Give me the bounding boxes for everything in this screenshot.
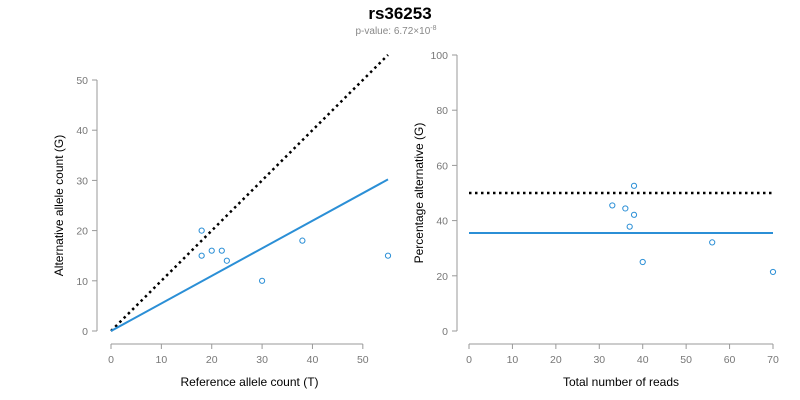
x-tick-label: 50 [357, 354, 369, 366]
y-tick-label: 30 [76, 175, 88, 187]
data-point [622, 205, 629, 212]
y-tick-label: 40 [76, 125, 88, 137]
y-axis-label: Alternative allele count (G) [52, 135, 66, 276]
fit-line [110, 178, 389, 332]
data-point [609, 202, 616, 209]
x-axis-label: Reference allele count (T) [180, 375, 318, 389]
reference-line [110, 54, 389, 332]
y-tick-label: 20 [76, 226, 88, 238]
y-tick-label: 40 [436, 216, 448, 228]
data-point [198, 252, 205, 259]
data-point [258, 277, 266, 284]
subtitle-exponent: -8 [430, 25, 436, 32]
x-tick-label: 40 [637, 354, 649, 366]
y-tick-label: 50 [76, 75, 88, 87]
y-axis-label: Percentage alternative (G) [412, 123, 426, 264]
data-point [709, 239, 716, 246]
x-tick-label: 20 [550, 354, 562, 366]
y-tick-label: 20 [436, 271, 448, 283]
x-tick-label: 0 [108, 354, 114, 366]
x-tick-label: 10 [507, 354, 519, 366]
data-point [630, 211, 638, 218]
x-tick-label: 30 [593, 354, 605, 366]
data-point [626, 223, 633, 230]
data-point [769, 268, 777, 276]
subtitle-prefix: p-value: 6.72×10 [355, 26, 430, 37]
y-tick-label: 100 [430, 50, 448, 62]
chart-title: rs36253 [368, 4, 431, 23]
y-tick-label: 60 [436, 160, 448, 172]
y-tick-label: 80 [436, 105, 448, 117]
x-tick-label: 70 [767, 354, 779, 366]
y-tick-label: 10 [76, 276, 88, 288]
y-tick-label: 0 [442, 326, 448, 338]
x-tick-label: 40 [307, 354, 319, 366]
x-tick-label: 30 [256, 354, 268, 366]
y-tick-label: 0 [82, 326, 88, 338]
data-point [384, 252, 392, 259]
x-tick-label: 0 [466, 354, 472, 366]
x-tick-label: 10 [156, 354, 168, 366]
x-tick-label: 20 [206, 354, 218, 366]
left-plot: 0 10 20 30 40 50 0 10 20 30 40 50 Reference allele c… [52, 54, 392, 389]
data-point [299, 237, 306, 244]
x-tick-label: 50 [680, 354, 692, 366]
data-point [208, 247, 215, 254]
data-point [218, 247, 225, 254]
data-point [639, 258, 646, 266]
x-tick-label: 60 [724, 354, 736, 366]
x-axis-label: Total number of reads [563, 375, 679, 389]
right-plot: 0 10 20 30 40 50 60 70 0 20 40 60 80 100 Total number … [412, 50, 779, 389]
data-point [630, 182, 638, 189]
data-point [223, 257, 230, 264]
data-point [198, 227, 205, 234]
subtitle: p-value: 6.72×10-8 [355, 25, 436, 37]
